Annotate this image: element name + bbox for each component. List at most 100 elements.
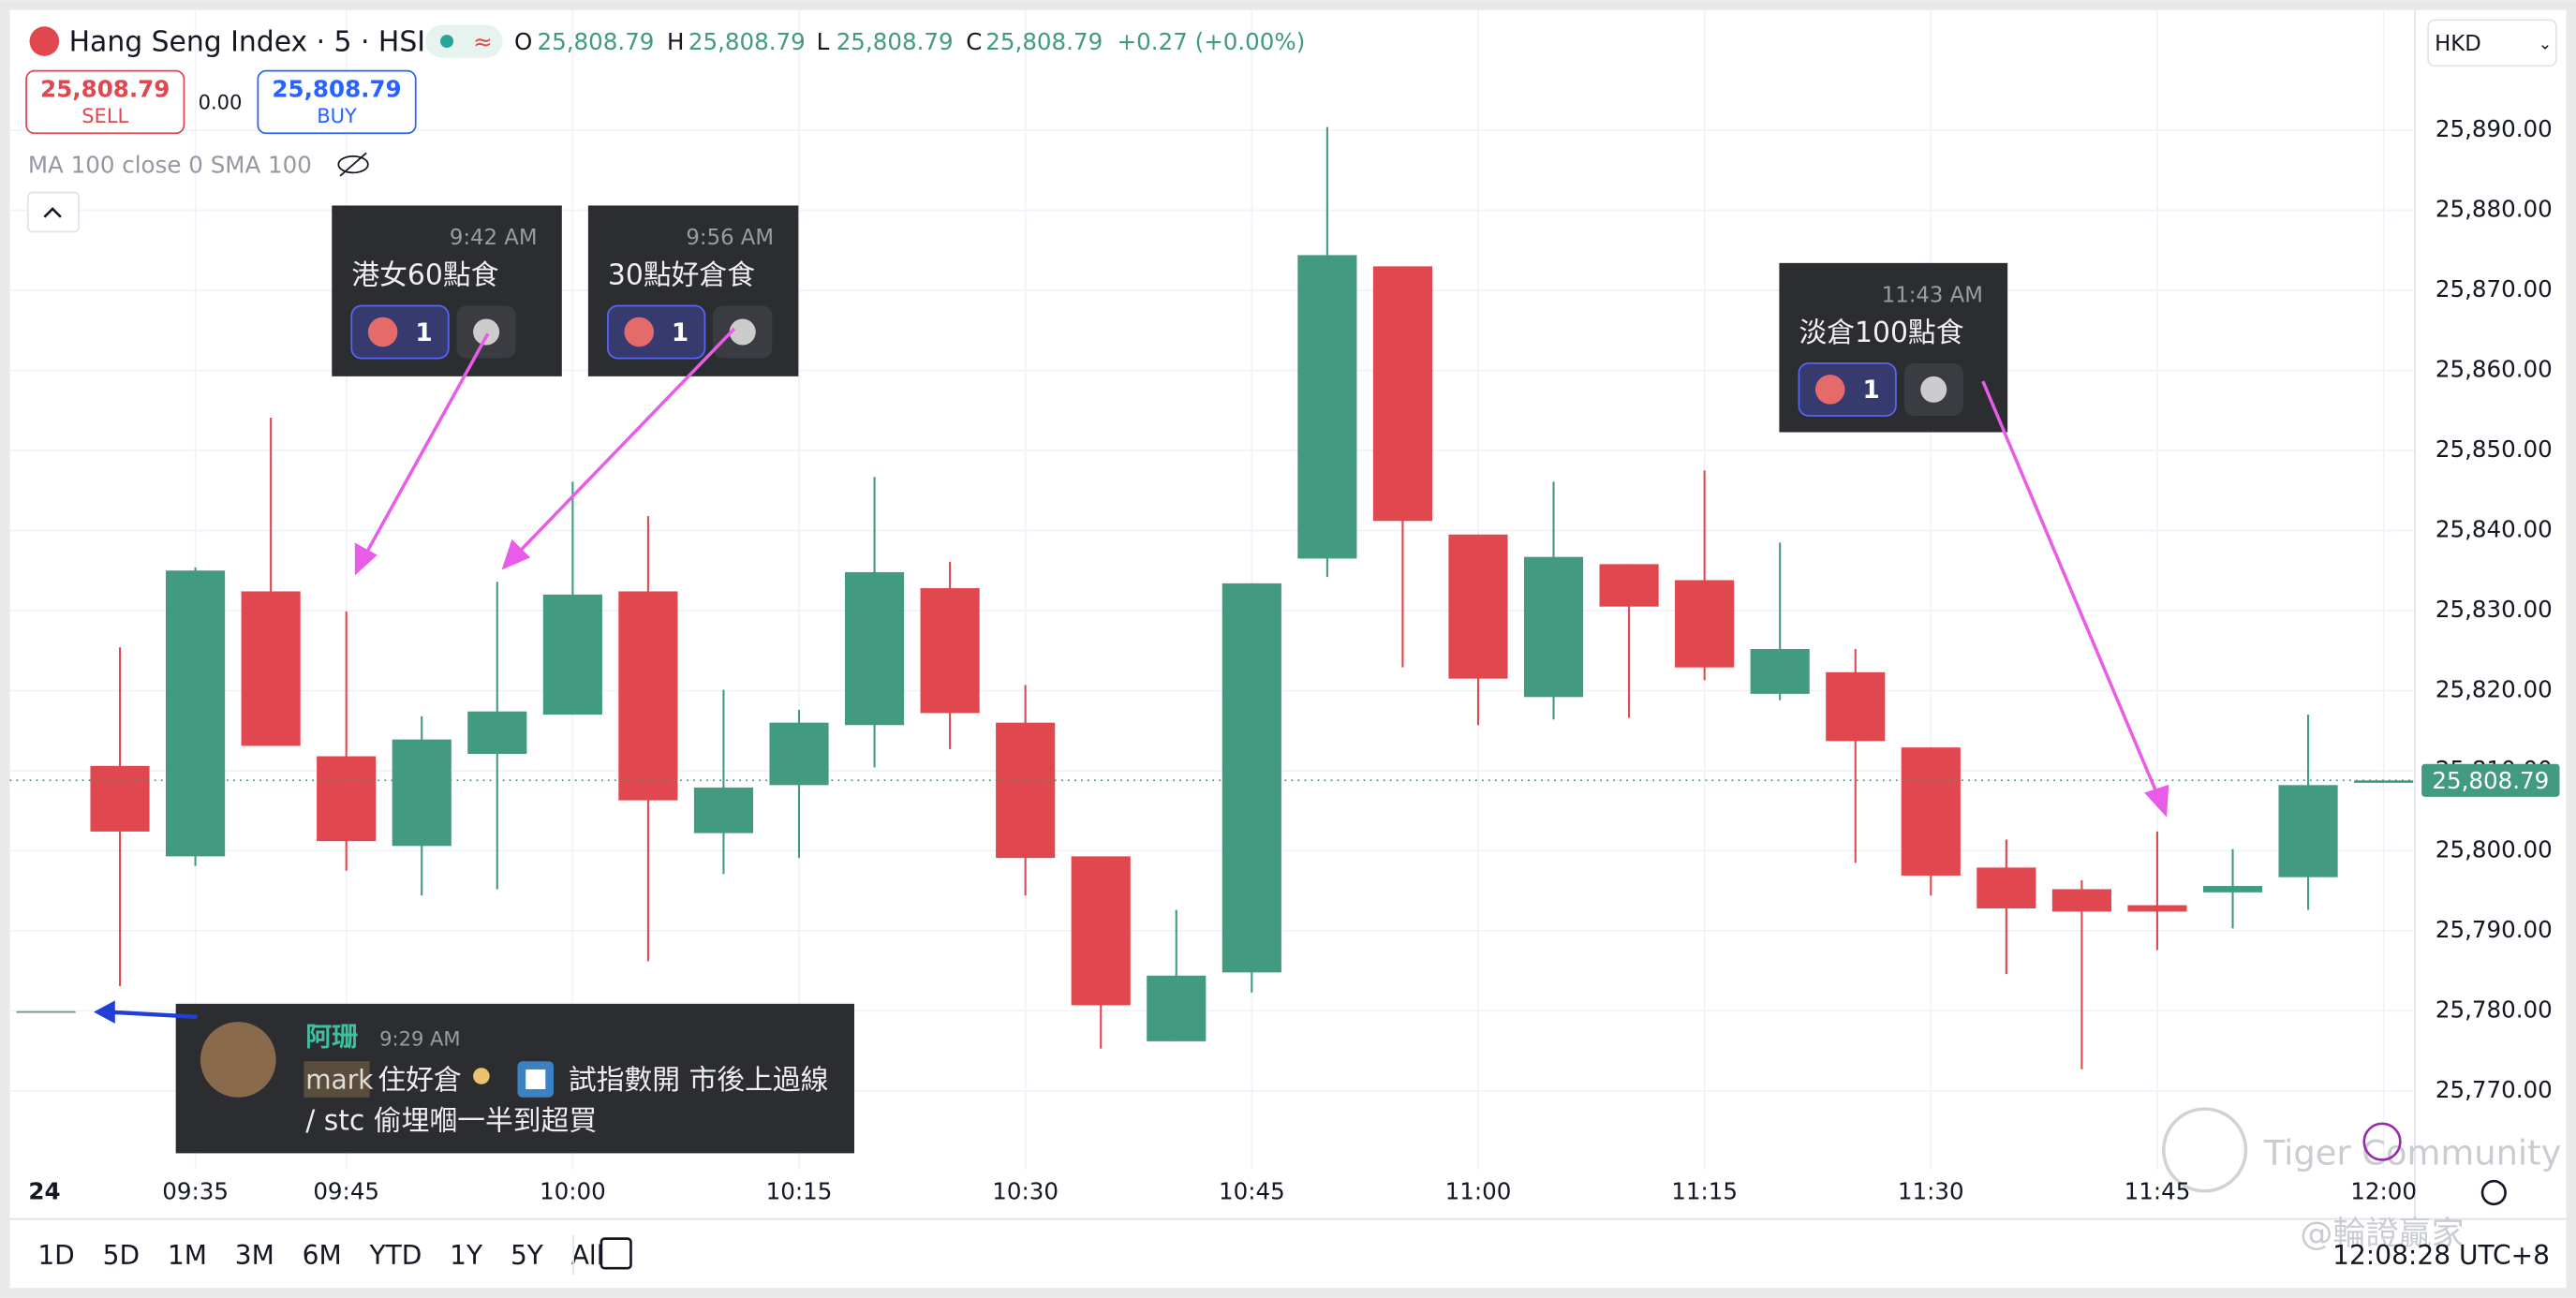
- x-tick-label: 09:45: [313, 1178, 379, 1205]
- buy-button[interactable]: [257, 69, 417, 135]
- chat-name: 阿珊: [305, 1022, 358, 1053]
- candle-body: [166, 570, 226, 857]
- sell-button[interactable]: [25, 69, 185, 135]
- candle-body: [2202, 886, 2263, 892]
- candle-body: [1147, 975, 1207, 1041]
- sell-label[interactable]: SELL: [81, 104, 128, 127]
- buy-label[interactable]: BUY: [317, 104, 357, 127]
- x-tick-label: 11:45: [2124, 1178, 2191, 1205]
- timeframe-button[interactable]: 1M: [168, 1240, 207, 1271]
- arrow-head: [354, 542, 378, 576]
- candle-body: [542, 594, 602, 715]
- currency[interactable]: HKD: [2435, 32, 2481, 56]
- y-tick-label: 25,780.00: [2435, 996, 2553, 1023]
- timeframe-button[interactable]: 3M: [235, 1240, 274, 1271]
- timeframes: 1D 5D 1M 3M 6M YTD 1Y 5Y All: [37, 1240, 603, 1271]
- candle-body: [467, 711, 527, 754]
- candle-body: [1448, 534, 1508, 679]
- settings-icon[interactable]: [2480, 1179, 2507, 1206]
- candle-body: [1826, 671, 1886, 742]
- sell-price[interactable]: 25,808.79: [40, 76, 170, 103]
- comment-time: 11:43 AM: [1882, 283, 1983, 307]
- candle-body: [920, 588, 980, 714]
- eye-icon[interactable]: [337, 155, 369, 174]
- timeframe-button[interactable]: YTD: [368, 1240, 422, 1271]
- arrows: [354, 327, 2169, 818]
- x-tick-label: 10:45: [1219, 1178, 1285, 1205]
- reaction-count: 1: [415, 319, 432, 347]
- reaction-count: 1: [1862, 376, 1879, 405]
- y-tick-label: 25,840.00: [2435, 515, 2553, 542]
- blue-arrow: [108, 1010, 198, 1020]
- buy-price[interactable]: 25,808.79: [272, 76, 401, 103]
- alert-icon[interactable]: [2362, 1122, 2402, 1161]
- status-dot: [440, 35, 454, 49]
- candle-body: [2354, 780, 2414, 783]
- comment-text: 淡倉100點食: [1799, 317, 1963, 349]
- arrow-head: [501, 538, 531, 570]
- y-tick-label: 25,880.00: [2435, 196, 2553, 223]
- candle-body: [1976, 867, 2036, 908]
- h-label: H: [667, 28, 684, 55]
- x-tick-label: 10:00: [540, 1178, 606, 1205]
- timeframe-button[interactable]: All: [571, 1240, 604, 1271]
- emoji-square-inner: [526, 1069, 546, 1090]
- comment-text: 港女60點食: [351, 258, 498, 291]
- symbol-icon: [29, 26, 60, 56]
- timeframe-button[interactable]: 1D: [37, 1240, 74, 1271]
- candle-body: [241, 591, 301, 746]
- eye-slash: [339, 152, 367, 177]
- chat-time: 9:29 AM: [379, 1026, 460, 1050]
- chat-line2: / stc 偷埋嗰一半到超買: [305, 1105, 597, 1138]
- c-label: C: [966, 28, 982, 55]
- candle-body: [2051, 889, 2111, 912]
- comment-text: 30點好倉食: [608, 258, 755, 291]
- arrow-head: [2144, 784, 2169, 818]
- chat-line1b: 試指數開 市後上過線: [569, 1064, 829, 1097]
- clock: 12:08:28 UTC+8: [2332, 1240, 2550, 1271]
- blue-arrow-head: [93, 1000, 115, 1024]
- candles: [90, 126, 2414, 1069]
- watermark: Tiger Community: [2263, 1133, 2562, 1173]
- y-tick-label: 25,820.00: [2435, 675, 2553, 702]
- y-tick-label: 25,850.00: [2435, 435, 2553, 463]
- reaction[interactable]: [350, 304, 450, 360]
- chat-tag: mark: [305, 1064, 374, 1095]
- collapse-button[interactable]: [26, 191, 81, 233]
- candle-body: [1523, 556, 1584, 698]
- timeframe-button[interactable]: 1Y: [450, 1240, 483, 1271]
- candle-body: [1599, 564, 1659, 607]
- c-value: 25,808.79: [985, 28, 1103, 55]
- reaction[interactable]: [1798, 361, 1897, 417]
- reaction[interactable]: [607, 304, 706, 360]
- y-tick-label: 25,790.00: [2435, 916, 2553, 943]
- candle-body: [618, 591, 678, 801]
- candle-body: [1221, 583, 1281, 973]
- currency-caret: ⌄: [2539, 36, 2553, 54]
- last-price-label: 25,808.79: [2432, 767, 2549, 794]
- title: Hang Seng Index · 5 · HSI: [69, 25, 425, 58]
- candle-body: [2278, 785, 2338, 878]
- candle-body: [844, 571, 905, 726]
- avatar: [200, 1022, 276, 1098]
- watermark: @輪證贏家: [2300, 1215, 2464, 1253]
- x-tick-label: 12:00: [2350, 1178, 2417, 1205]
- reaction-emoji: [1814, 375, 1845, 405]
- candle-body: [693, 787, 754, 833]
- x-tick-label: 11:30: [1898, 1178, 1964, 1205]
- timeframe-button[interactable]: 6M: [303, 1240, 342, 1271]
- comment-time: 9:56 AM: [686, 226, 774, 250]
- y-tick-label: 25,870.00: [2435, 275, 2553, 302]
- currency-button[interactable]: [2427, 19, 2557, 67]
- x-tick-label: 11:15: [1671, 1178, 1738, 1205]
- arrow: [1981, 380, 2162, 803]
- date-range-icon[interactable]: [600, 1237, 632, 1270]
- tiger-logo: [2162, 1107, 2248, 1193]
- timeframe-button[interactable]: 5D: [103, 1240, 140, 1271]
- reaction-emoji: [367, 317, 398, 347]
- timeframe-button[interactable]: 5Y: [511, 1240, 544, 1271]
- candle-body: [1372, 266, 1433, 522]
- add-reaction-icon: [1920, 376, 1947, 403]
